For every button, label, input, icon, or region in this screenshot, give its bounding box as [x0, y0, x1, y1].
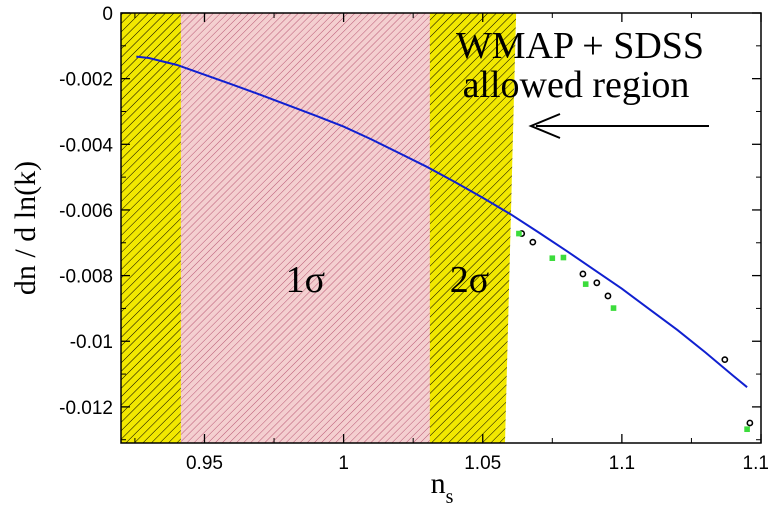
x-tick-label: 1.05: [464, 453, 501, 474]
region-labels: 1σ 2σ: [286, 259, 490, 301]
y-tick-label: 0: [102, 4, 113, 25]
data-point-circle: [593, 279, 601, 287]
data-point-square: [610, 305, 617, 311]
data-point-circle: [604, 292, 612, 300]
x-axis-title-main: n: [431, 467, 446, 500]
x-tick-label: 1: [338, 453, 349, 474]
y-tick-label: -0.002: [59, 70, 113, 91]
y-tick-label: -0.01: [70, 332, 113, 353]
y-axis: 0 -0.002 -0.004 -0.006 -0.008 -0.01 -0.012: [59, 4, 761, 441]
plot-frame: [120, 12, 762, 444]
y-tick-label: -0.012: [59, 398, 113, 419]
x-axis: 0.95 1 1.05 1.1 1.15: [134, 13, 769, 474]
data-point-circle: [529, 238, 537, 246]
data-point-circle: [721, 356, 729, 364]
annotation: WMAP + SDSS allowed region: [456, 25, 709, 139]
x-tick-label: 1.15: [743, 453, 769, 474]
data-point-square: [516, 230, 522, 237]
x-tick-label: 0.95: [186, 453, 223, 474]
one-sigma-label: 1σ: [286, 259, 325, 301]
one-sigma-region: [180, 13, 430, 443]
fit-curve: [136, 55, 748, 388]
annotation-line1: WMAP + SDSS: [456, 25, 704, 67]
data-point-circle: [746, 419, 754, 427]
y-tick-label: -0.006: [59, 201, 113, 222]
series-layer: [136, 55, 754, 433]
data-point-square: [582, 281, 589, 287]
allowed-regions: [121, 13, 517, 443]
x-tick-label: 1.1: [609, 453, 635, 474]
data-point-circle: [579, 270, 587, 278]
two-sigma-label: 2σ: [450, 259, 489, 301]
data-point-square: [744, 426, 750, 433]
x-axis-title: ns: [431, 467, 454, 506]
y-tick-label: -0.008: [59, 267, 113, 288]
data-point-square: [549, 255, 556, 261]
x-axis-title-subscript: s: [446, 486, 454, 506]
y-tick-label: -0.004: [59, 135, 113, 156]
data-point-square: [560, 254, 567, 261]
y-axis-title: dn / d ln(k): [9, 161, 42, 295]
annotation-line2: allowed region: [463, 64, 690, 106]
arrow-head: [528, 113, 561, 139]
